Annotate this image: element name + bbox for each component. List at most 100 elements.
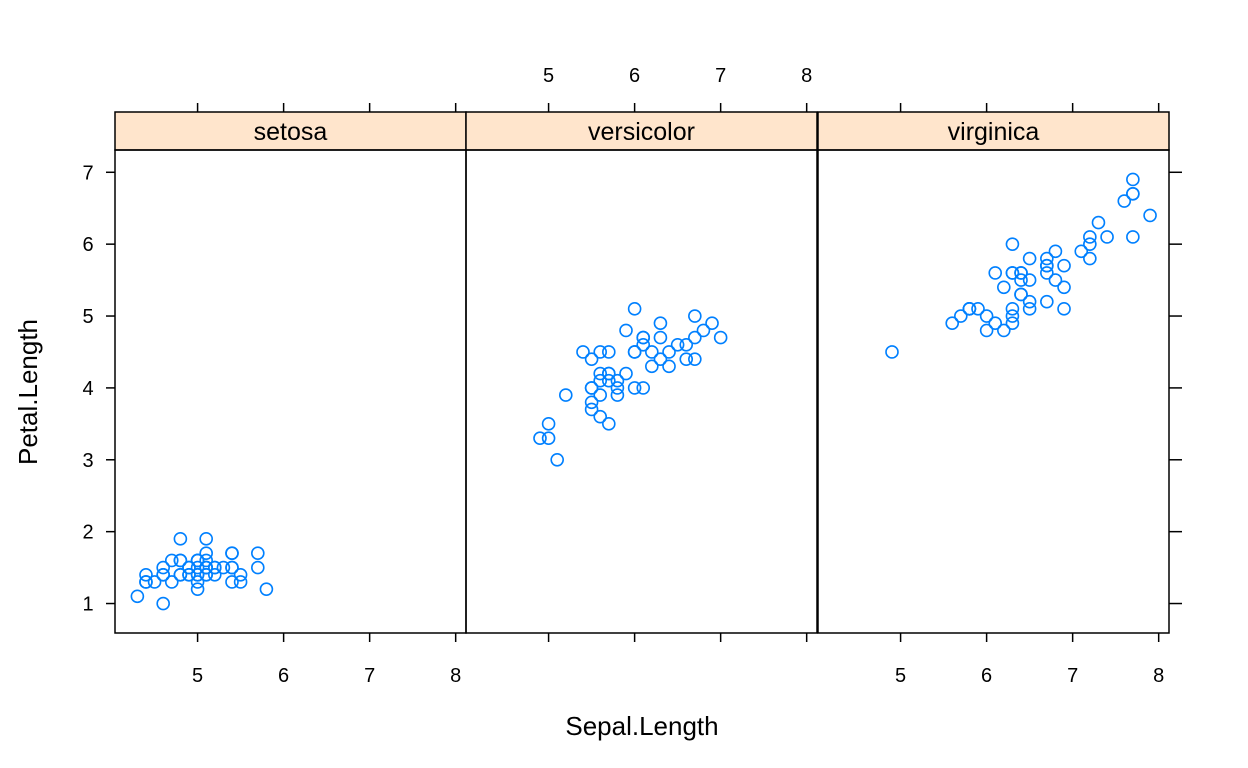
y-tick-label: 4 (82, 378, 93, 400)
strip-versicolor (465, 111, 818, 151)
data-point (662, 359, 676, 374)
data-point (173, 532, 188, 546)
data-point (533, 431, 547, 446)
data-point (619, 323, 633, 338)
data-point (173, 567, 188, 582)
strip-virginica (817, 111, 1170, 151)
x-tick-label-top: 7 (715, 65, 726, 87)
data-point (147, 575, 162, 589)
data-point (1117, 194, 1132, 208)
x-tick-label-bottom: 5 (895, 665, 906, 687)
data-point (997, 323, 1011, 338)
data-point (1040, 258, 1054, 273)
data-point (251, 560, 265, 575)
data-point (696, 323, 711, 338)
data-point (954, 309, 968, 323)
data-point (602, 373, 616, 388)
data-point (156, 560, 170, 575)
y-axis-title: Petal.Length (13, 319, 43, 465)
data-point (971, 302, 985, 316)
x-tick-label-bottom: 8 (1153, 665, 1164, 687)
panel-frame-versicolor (465, 149, 818, 634)
data-point (1040, 294, 1054, 309)
data-point (1048, 273, 1063, 287)
data-point (199, 546, 213, 561)
data-point (627, 345, 642, 359)
data-point (233, 567, 248, 582)
y-tick-label: 5 (82, 306, 93, 328)
x-tick-label-top: 5 (543, 65, 554, 87)
data-point (636, 381, 651, 395)
data-point (627, 302, 642, 316)
x-tick-label-bottom: 7 (1067, 665, 1078, 687)
data-point (190, 575, 205, 589)
data-point (1005, 309, 1020, 323)
strip-setosa (114, 111, 467, 151)
y-tick-label: 3 (82, 450, 93, 472)
panel-setosa: setosa (114, 111, 467, 634)
data-point (182, 560, 196, 575)
data-point (1014, 266, 1028, 280)
data-point (593, 345, 608, 359)
y-tick-label: 1 (82, 594, 93, 616)
data-point (190, 553, 205, 568)
data-point (610, 373, 625, 388)
data-point (199, 560, 213, 575)
strip-label-virginica: virginica (948, 118, 1040, 146)
data-point (997, 280, 1011, 295)
data-point (1126, 230, 1140, 244)
data-point (1083, 251, 1097, 266)
data-point (679, 352, 694, 366)
data-point (713, 330, 728, 345)
data-point (1091, 215, 1106, 230)
data-point (593, 409, 608, 424)
data-point (1057, 258, 1071, 273)
data-point (584, 381, 599, 395)
data-point (541, 431, 556, 446)
data-point (653, 330, 668, 345)
data-point (1083, 237, 1097, 251)
data-point (190, 582, 205, 596)
strip-label-setosa: setosa (254, 118, 328, 146)
data-point (207, 560, 222, 575)
data-point (576, 345, 590, 359)
data-point (1014, 273, 1028, 287)
data-point (1005, 266, 1020, 280)
data-point (1057, 280, 1071, 295)
data-point (1100, 230, 1114, 244)
data-point (1143, 208, 1157, 223)
data-point (1057, 302, 1071, 316)
data-point (1005, 237, 1020, 251)
y-tick-label: 6 (82, 234, 93, 256)
x-tick-label-bottom: 7 (364, 665, 375, 687)
data-point (636, 337, 651, 352)
x-tick-label-top: 8 (801, 65, 812, 87)
data-point (164, 575, 179, 589)
data-point (164, 553, 179, 568)
data-point (988, 316, 1003, 331)
data-point (1022, 302, 1037, 316)
y-tick-label: 2 (82, 522, 93, 544)
data-point (139, 575, 153, 589)
data-point (584, 352, 599, 366)
data-point (593, 366, 608, 381)
data-point (645, 359, 659, 374)
data-point (688, 330, 702, 345)
data-point (610, 388, 625, 402)
data-point (602, 366, 616, 381)
data-point (1005, 316, 1020, 331)
data-point (139, 567, 153, 582)
data-point (885, 345, 899, 359)
data-point (962, 302, 977, 316)
data-point (251, 546, 265, 561)
data-point (550, 452, 564, 467)
data-point (1074, 244, 1089, 259)
data-point (1022, 251, 1037, 266)
data-point (670, 337, 685, 352)
data-point (558, 388, 573, 402)
data-point (259, 582, 274, 596)
x-tick-label-bottom: 6 (981, 665, 992, 687)
data-point (130, 589, 145, 604)
data-point (207, 567, 222, 582)
data-point (156, 567, 170, 582)
